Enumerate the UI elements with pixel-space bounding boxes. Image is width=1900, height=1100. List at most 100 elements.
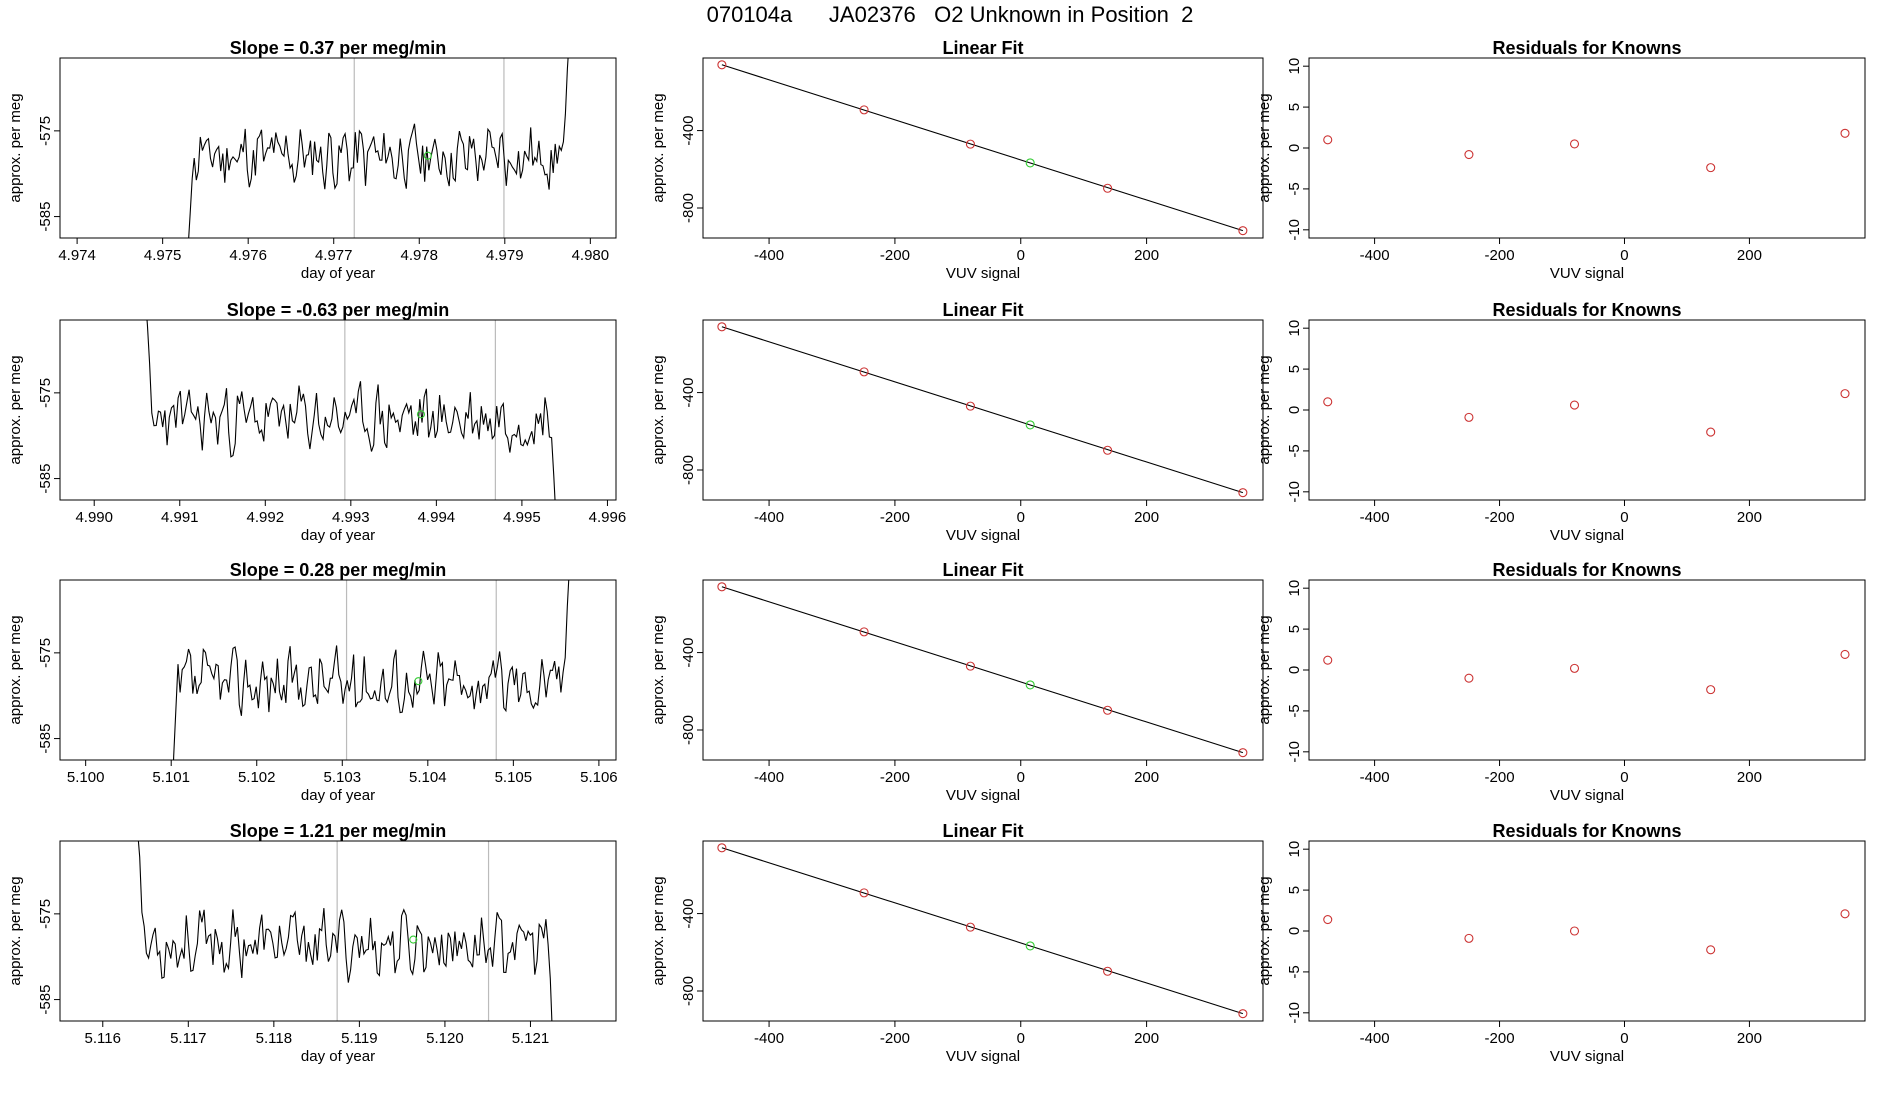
y-tick-label: -575 [37,378,54,408]
data-trace-line [137,841,553,1021]
plot-title: Linear Fit [942,300,1023,320]
y-tick-label: -400 [680,638,697,668]
known-point [1103,445,1113,455]
panel-2-1: 4.990 4.991 4.992 4.993 4.994 4.995 4.996 -575 -… [7,300,626,544]
known-point [1238,488,1248,498]
x-axis-label: VUV signal [1550,1048,1624,1065]
x-axis-label: VUV signal [946,787,1020,804]
x-axis-label: VUV signal [946,265,1020,282]
x-tick-label: 5.101 [152,769,190,786]
x-tick-label: 5.102 [238,769,276,786]
plot-frame [59,57,617,239]
known-point [1238,226,1248,236]
known-point [965,401,975,411]
plot-frame [1308,57,1866,239]
y-tick-label: 5 [1286,625,1303,633]
residual-point [1706,945,1716,955]
x-tick-label: 4.995 [503,509,541,526]
y-tick-label: -10 [1286,741,1303,763]
y-axis-label: approx. per meg [650,355,667,464]
residual-point [1464,933,1474,943]
residual-point [1464,149,1474,160]
x-tick-label: 4.991 [161,509,199,526]
y-tick-label: -5 [1286,444,1303,457]
y-tick-label: -5 [1286,965,1303,978]
x-tick-label: -200 [880,509,910,526]
panel-3-2: -400 -200 0 200 -400 -800 Linear Fit VUV signal… [650,560,1264,804]
panel-3-3: -400 -200 0 200 10 5 0 -5 -10 Residuals for Known… [1256,560,1866,804]
x-tick-label: -400 [754,247,784,264]
y-tick-label: -5 [1286,182,1303,195]
y-axis-label: approx. per meg [7,355,24,464]
x-tick-label: 200 [1134,509,1159,526]
y-tick-label: -800 [680,715,697,745]
y-tick-label: 10 [1286,58,1303,75]
known-point [965,139,975,149]
known-point [1238,748,1248,758]
plot-title: Residuals for Knowns [1492,38,1681,58]
plot-title: Residuals for Knowns [1492,821,1681,841]
x-tick-label: 5.116 [85,1030,121,1047]
x-tick-label: -200 [880,247,910,264]
fit-line [721,326,1244,494]
x-tick-label: 0 [1620,509,1628,526]
x-tick-label: -200 [1485,509,1515,526]
y-axis-label: approx. per meg [7,615,24,724]
y-axis-label: approx. per meg [7,876,24,985]
panel-1-1: 4.974 4.975 4.976 4.977 4.978 4.979 4.980 -575 -… [7,38,617,282]
data-trace-line [173,580,570,760]
unknown-point [1025,158,1035,168]
x-tick-label: 0 [1620,769,1628,786]
x-axis-label: VUV signal [1550,265,1624,282]
x-axis-label: day of year [301,265,375,282]
plot-title: Slope = 0.28 per meg/min [230,560,447,580]
known-point [965,922,975,932]
panel-3-1: 5.100 5.101 5.102 5.103 5.104 5.105 5.106 -575 -… [7,560,618,804]
y-tick-label: -800 [680,193,697,223]
plot-frame [59,840,617,1022]
x-tick-label: -400 [1360,509,1390,526]
known-point [1238,1009,1248,1019]
known-point [859,367,869,377]
plot-frame [59,579,617,761]
x-axis-label: day of year [301,787,375,804]
y-tick-label: -575 [37,638,54,668]
plot-title: Slope = -0.63 per meg/min [227,300,450,320]
y-tick-label: -575 [37,116,54,146]
plot-title: Linear Fit [942,821,1023,841]
unknown-marker [414,677,423,686]
plot-frame [702,840,1264,1022]
x-tick-label: 4.990 [75,509,113,526]
y-axis-label: approx. per meg [650,876,667,985]
y-axis-label: approx. per meg [650,615,667,724]
panel-2-2: -400 -200 0 200 -400 -800 Linear Fit VUV signal… [650,300,1264,544]
residual-point [1840,909,1850,919]
y-tick-label: -575 [37,899,54,929]
residual-point [1706,427,1716,437]
y-tick-label: 5 [1286,886,1303,894]
plot-title: Slope = 0.37 per meg/min [230,38,447,58]
x-tick-label: 4.974 [58,247,96,264]
y-tick-label: -585 [37,724,54,754]
residual-point [1569,139,1580,149]
x-tick-label: 4.978 [400,247,438,264]
x-tick-label: -400 [1360,1030,1390,1047]
unknown-point [1025,941,1035,951]
x-tick-label: 0 [1017,769,1025,786]
x-tick-label: -200 [880,1030,910,1047]
x-tick-label: -400 [754,509,784,526]
y-tick-label: -585 [37,985,54,1015]
y-tick-label: -400 [680,899,697,929]
residual-point [1706,163,1716,173]
known-point [717,60,727,70]
x-tick-label: -200 [1485,1030,1515,1047]
y-tick-label: -585 [37,464,54,494]
y-tick-label: -800 [680,976,697,1006]
x-axis-label: day of year [301,1048,375,1065]
unknown-marker [416,410,426,419]
figure-title: 070104a JA02376 O2 Unknown in Position 2 [706,2,1194,27]
x-tick-label: 0 [1620,247,1628,264]
plot-frame [1308,840,1866,1022]
x-tick-label: 5.100 [67,769,105,786]
y-tick-label: 5 [1286,365,1303,373]
